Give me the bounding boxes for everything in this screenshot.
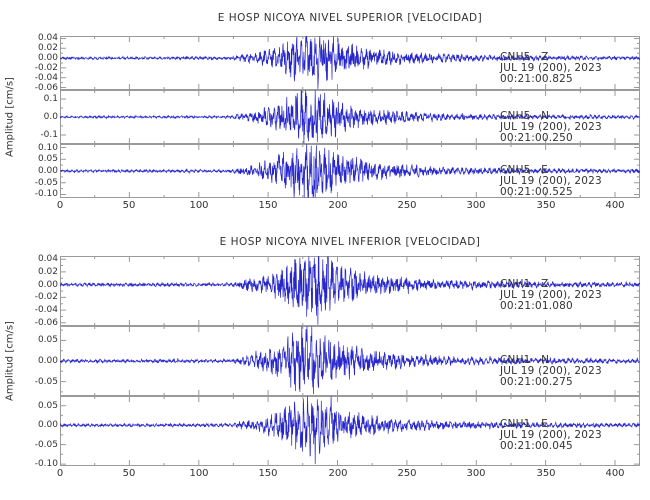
y-tick-label: -0.05	[34, 178, 58, 188]
trace-station-component: CNH5 E	[500, 164, 549, 176]
x-tick-label: 100	[189, 200, 209, 211]
y-tick-label: 0.05	[37, 335, 58, 345]
trace-label-block: CNH5 Z JUL 19 (200), 2023 00:21:00.825	[500, 52, 602, 85]
y-tick-label: -0.06	[34, 318, 58, 328]
y-tick-label: 0.02	[37, 43, 58, 53]
y-tick-label: 0.04	[37, 33, 58, 43]
trace-start-time: 00:21:00.525	[500, 186, 573, 198]
x-tick-label: 250	[397, 200, 417, 211]
panel-plot-svg	[60, 256, 640, 466]
y-tick-label: -0.05	[34, 440, 58, 450]
trace-start-time: 00:21:00.275	[500, 376, 573, 388]
x-tick-label: 350	[536, 200, 556, 211]
trace-date: JUL 19 (200), 2023	[500, 62, 602, 74]
trace-date: JUL 19 (200), 2023	[500, 289, 602, 301]
waveform-trace-CNH5-E	[60, 144, 640, 198]
y-tick-label: -0.02	[34, 292, 58, 302]
trace-label-block: CNH1 E JUL 19 (200), 2023 00:21:00.045	[500, 419, 602, 452]
trace-start-time: 00:21:00.045	[500, 440, 573, 452]
x-tick-label: 200	[328, 200, 348, 211]
y-tick-label: 0.00	[37, 420, 58, 430]
y-tick-label: 0.05	[37, 154, 58, 164]
x-tick-label: 300	[466, 200, 486, 211]
amplitude-axis-label-inferior: Amplitud [cm/s]	[4, 321, 16, 401]
y-tick-label: 0.00	[37, 166, 58, 176]
waveform-trace-CNH5-Z	[60, 36, 640, 90]
x-tick-label: 100	[189, 468, 209, 479]
x-tick-label: 350	[536, 468, 556, 479]
x-tick-label: 200	[328, 468, 348, 479]
trace-start-time: 00:21:00.825	[500, 73, 573, 85]
waveform-trace-CNH1-E	[60, 396, 640, 465]
y-tick-label: -0.04	[34, 305, 58, 315]
x-tick-label: 250	[397, 468, 417, 479]
x-tick-label: 400	[605, 468, 625, 479]
y-tick-label: -0.06	[34, 83, 58, 93]
trace-station-component: CNH1 N	[500, 354, 550, 366]
x-tick-label: 150	[258, 200, 278, 211]
axis-ticks	[60, 326, 640, 396]
panel-plot-svg	[60, 36, 640, 198]
y-tick-label: 0.00	[37, 280, 58, 290]
amplitude-axis-label-superior: Amplitud [cm/s]	[4, 77, 16, 157]
panel-inferior-title: E HOSP NICOYA NIVEL INFERIOR [VELOCIDAD]	[219, 236, 481, 248]
y-tick-label: -0.10	[34, 459, 58, 469]
y-tick-label: 0.1	[43, 94, 58, 104]
trace-frame	[60, 396, 640, 466]
axis-ticks	[60, 36, 640, 90]
x-tick-label: 300	[466, 468, 486, 479]
x-tick-label: 50	[122, 200, 136, 211]
axis-ticks	[60, 144, 640, 198]
y-tick-label: 0.04	[37, 254, 58, 264]
x-tick-label: 0	[56, 468, 64, 479]
waveform-trace-CNH1-N	[60, 326, 640, 395]
waveform-trace-CNH5-N	[60, 90, 640, 144]
trace-station-component: CNH1 E	[500, 418, 549, 430]
y-tick-label: 0.00	[37, 53, 58, 63]
trace-date: JUL 19 (200), 2023	[500, 121, 602, 133]
trace-label-block: CNH1 Z JUL 19 (200), 2023 00:21:01.080	[500, 279, 602, 312]
panel-superior-title: E HOSP NICOYA NIVEL SUPERIOR [VELOCIDAD]	[217, 12, 483, 24]
trace-label-block: CNH1 N JUL 19 (200), 2023 00:21:00.275	[500, 355, 602, 388]
x-tick-label: 50	[122, 468, 136, 479]
y-tick-label: -0.05	[34, 377, 58, 387]
y-tick-label: 0.10	[37, 143, 58, 153]
trace-station-component: CNH5 Z	[500, 51, 549, 63]
x-tick-label: 0	[56, 200, 64, 211]
y-tick-label: 0.05	[37, 401, 58, 411]
y-tick-label: -0.1	[40, 130, 58, 140]
trace-label-block: CNH5 E JUL 19 (200), 2023 00:21:00.525	[500, 165, 602, 198]
trace-start-time: 00:21:00.250	[500, 132, 573, 144]
y-tick-label: -0.02	[34, 63, 58, 73]
x-tick-label: 400	[605, 200, 625, 211]
y-tick-label: 0.00	[37, 356, 58, 366]
y-tick-label: 0.0	[43, 112, 58, 122]
axis-ticks	[60, 396, 640, 466]
x-tick-label: 150	[258, 468, 278, 479]
trace-date: JUL 19 (200), 2023	[500, 429, 602, 441]
y-tick-label: -0.10	[34, 189, 58, 199]
waveform-trace-CNH1-Z	[60, 256, 640, 325]
trace-date: JUL 19 (200), 2023	[500, 175, 602, 187]
trace-date: JUL 19 (200), 2023	[500, 365, 602, 377]
trace-start-time: 00:21:01.080	[500, 300, 573, 312]
axis-ticks	[60, 256, 640, 326]
trace-station-component: CNH5 N	[500, 110, 550, 122]
y-tick-label: 0.02	[37, 267, 58, 277]
trace-label-block: CNH5 N JUL 19 (200), 2023 00:21:00.250	[500, 111, 602, 144]
y-tick-label: -0.04	[34, 73, 58, 83]
trace-station-component: CNH1 Z	[500, 278, 549, 290]
